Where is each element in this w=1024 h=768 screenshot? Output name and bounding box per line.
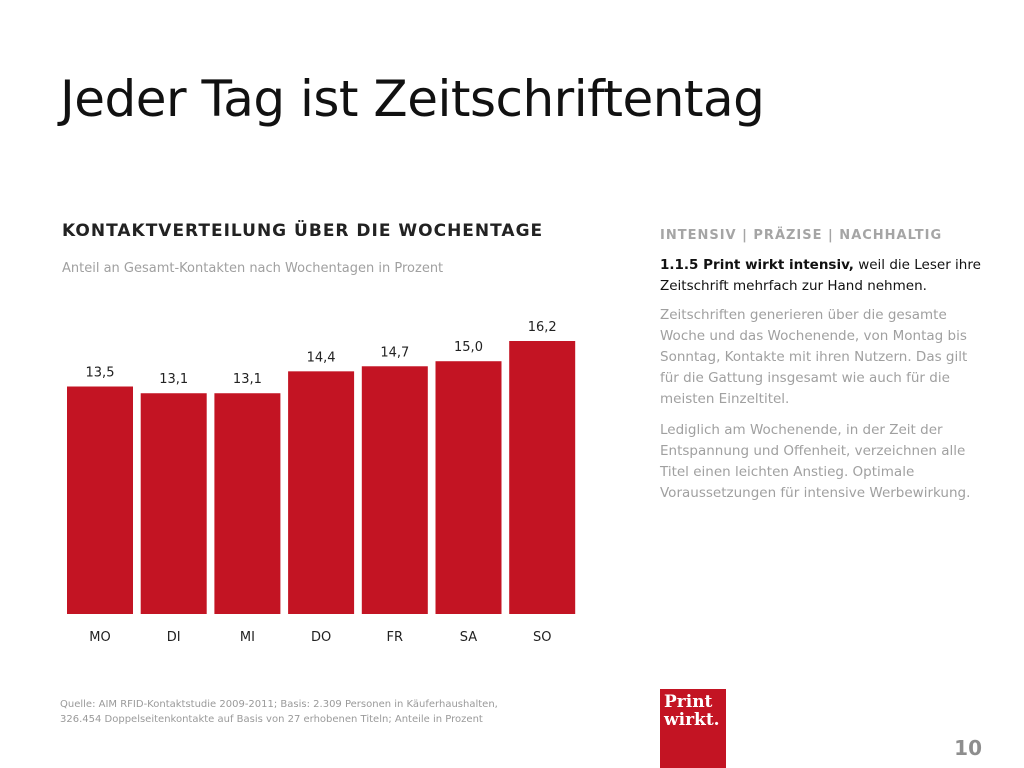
bar-sa	[435, 361, 502, 614]
side-panel-lead-rest: weil die Leser ihre Zeitschrift mehrfach…	[660, 257, 981, 294]
category-label-sa: SA	[460, 630, 477, 645]
bar-fr	[361, 366, 428, 614]
source-note-line-2: 326.454 Doppelseitenkontakte auf Basis v…	[60, 714, 483, 725]
bar-chart: 13,5 MO 13,1 DI 13,1 MI 14,4 DO 14,7 FR 15,0 SA 16,2…	[67, 320, 576, 645]
chart-subtitle: Anteil an Gesamt-Kontakten nach Wochenta…	[62, 261, 444, 276]
chart-title: KONTAKTVERTEILUNG ÜBER DIE WOCHENTAGE	[62, 221, 544, 241]
category-label-fr: FR	[387, 630, 404, 645]
category-label-mo: MO	[89, 630, 110, 645]
side-panel-heading: INTENSIV | PRÄZISE | NACHHALTIG	[660, 228, 943, 243]
bar-mo	[67, 386, 133, 614]
side-panel-lead: 1.1.5 Print wirkt intensiv, weil die Les…	[660, 255, 990, 297]
side-panel: INTENSIV | PRÄZISE | NACHHALTIG 1.1.5 Pr…	[660, 228, 990, 514]
value-label-sa: 15,0	[454, 340, 483, 355]
category-label-do: DO	[311, 630, 331, 645]
source-note: Quelle: AIM RFID-Kontaktstudie 2009-2011…	[60, 697, 520, 727]
side-panel-paragraph-2: Lediglich am Wochenende, in der Zeit der…	[660, 422, 971, 501]
value-label-di: 13,1	[159, 372, 188, 387]
bar-mi	[214, 393, 281, 614]
value-label-do: 14,4	[307, 350, 336, 365]
page-title: Jeder Tag ist Zeitschriftentag	[60, 70, 765, 128]
bar-so	[509, 341, 576, 614]
category-label-di: DI	[167, 630, 181, 645]
print-wirkt-logo: Print wirkt.	[660, 689, 726, 768]
value-label-mi: 13,1	[233, 372, 262, 387]
side-panel-lead-strong: 1.1.5 Print wirkt intensiv,	[660, 257, 854, 273]
category-label-so: SO	[533, 630, 551, 645]
side-panel-paragraph-1: Zeitschriften generieren über die gesamt…	[660, 307, 968, 407]
logo-line-2: wirkt.	[664, 710, 720, 730]
value-label-fr: 14,7	[380, 345, 409, 360]
value-label-so: 16,2	[528, 320, 557, 335]
source-note-line-1: Quelle: AIM RFID-Kontaktstudie 2009-2011…	[60, 699, 498, 710]
bar-di	[140, 393, 207, 614]
page-number: 10	[954, 736, 982, 760]
category-label-mi: MI	[240, 630, 255, 645]
bar-do	[288, 371, 355, 614]
value-label-mo: 13,5	[86, 366, 115, 381]
logo-line-1: Print	[664, 692, 713, 712]
